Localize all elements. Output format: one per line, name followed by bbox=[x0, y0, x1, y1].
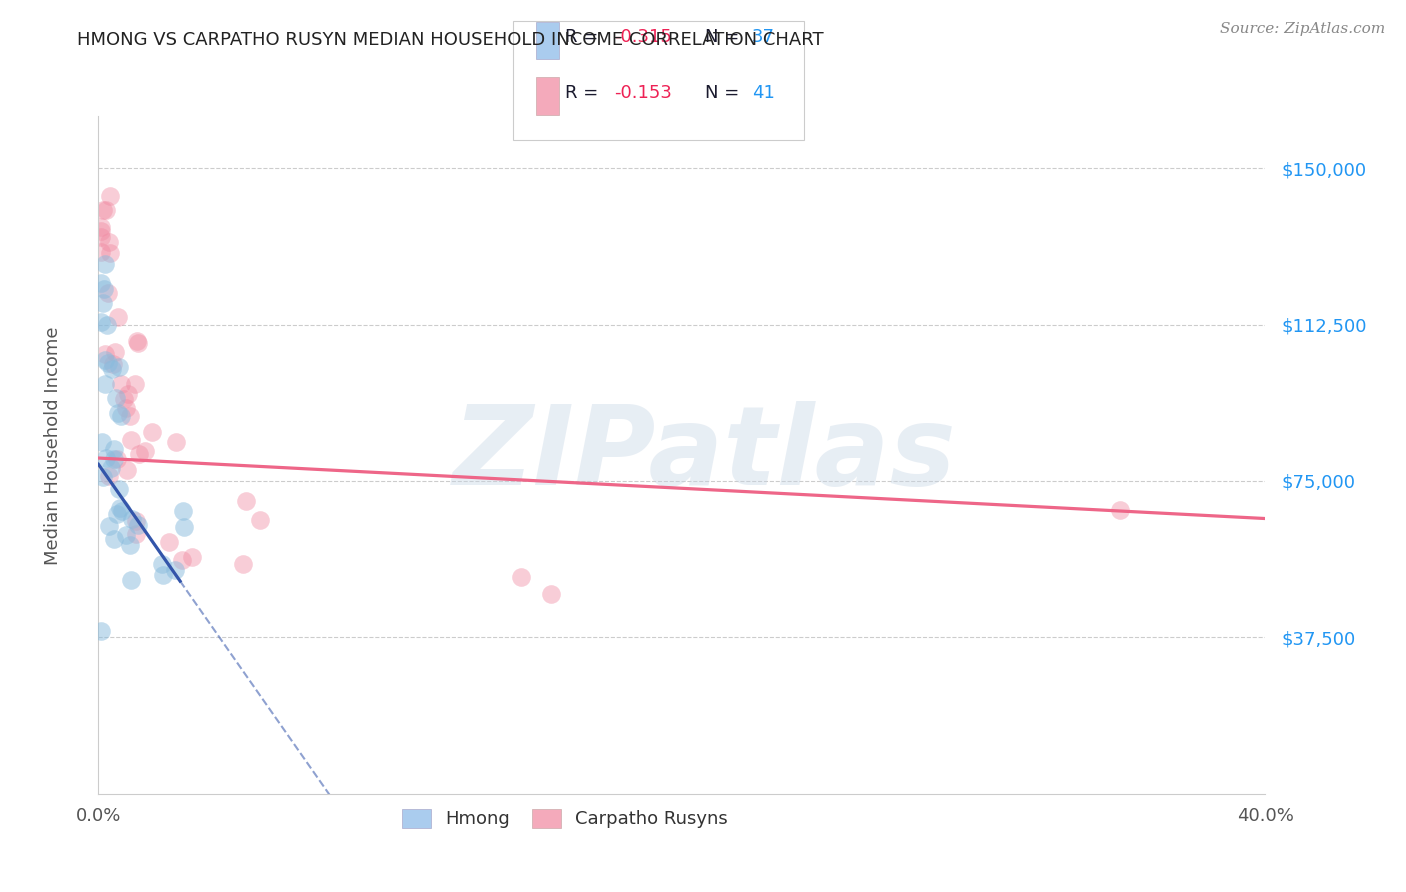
Point bbox=[165, 434, 187, 449]
Point bbox=[94, 352, 117, 367]
Point bbox=[235, 494, 257, 508]
Point bbox=[91, 469, 114, 483]
Point bbox=[110, 409, 132, 423]
Point bbox=[112, 392, 135, 406]
Point bbox=[94, 376, 117, 391]
Point bbox=[125, 526, 148, 541]
Point bbox=[105, 507, 128, 521]
Point bbox=[103, 533, 125, 547]
Point bbox=[103, 452, 125, 467]
Point bbox=[152, 567, 174, 582]
Point bbox=[115, 401, 138, 415]
Text: -0.153: -0.153 bbox=[614, 84, 672, 102]
Point bbox=[173, 520, 195, 534]
Point bbox=[115, 463, 138, 477]
Text: 41: 41 bbox=[752, 84, 775, 102]
Point bbox=[127, 518, 149, 533]
Point bbox=[98, 235, 121, 249]
Point bbox=[110, 377, 132, 392]
Point bbox=[540, 587, 562, 601]
Point bbox=[141, 425, 163, 439]
Text: R =: R = bbox=[565, 84, 605, 102]
Point bbox=[118, 409, 141, 423]
Point bbox=[90, 220, 112, 235]
Point bbox=[232, 557, 254, 571]
Point bbox=[181, 549, 204, 564]
Point bbox=[96, 318, 118, 332]
Point bbox=[107, 406, 129, 420]
Point bbox=[134, 443, 156, 458]
Point bbox=[94, 257, 117, 271]
FancyBboxPatch shape bbox=[536, 78, 560, 114]
Point bbox=[104, 344, 127, 359]
Point bbox=[114, 528, 136, 542]
Text: N =: N = bbox=[706, 29, 745, 46]
Text: Median Household Income: Median Household Income bbox=[45, 326, 62, 566]
Legend: Hmong, Carpatho Rusyns: Hmong, Carpatho Rusyns bbox=[395, 801, 735, 836]
Text: R =: R = bbox=[565, 29, 605, 46]
Point bbox=[120, 573, 142, 587]
Point bbox=[249, 513, 271, 527]
Point bbox=[93, 282, 115, 296]
Point bbox=[101, 362, 124, 376]
Text: -0.315: -0.315 bbox=[614, 29, 672, 46]
Text: 37: 37 bbox=[752, 29, 775, 46]
Point bbox=[97, 286, 120, 301]
Point bbox=[105, 452, 128, 467]
Point bbox=[100, 189, 122, 203]
Point bbox=[91, 202, 114, 217]
Point bbox=[97, 469, 120, 483]
Point bbox=[89, 230, 111, 244]
Point bbox=[150, 558, 173, 572]
Point bbox=[100, 460, 122, 475]
Point bbox=[93, 347, 115, 361]
Text: HMONG VS CARPATHO RUSYN MEDIAN HOUSEHOLD INCOME CORRELATION CHART: HMONG VS CARPATHO RUSYN MEDIAN HOUSEHOLD… bbox=[77, 31, 824, 49]
Point bbox=[96, 356, 118, 370]
Point bbox=[108, 360, 131, 375]
FancyBboxPatch shape bbox=[513, 21, 804, 140]
Point bbox=[108, 482, 131, 496]
Point bbox=[510, 570, 533, 584]
Text: N =: N = bbox=[706, 84, 745, 102]
Point bbox=[98, 518, 121, 533]
Point bbox=[94, 202, 117, 217]
Point bbox=[94, 450, 117, 465]
Point bbox=[172, 504, 194, 518]
Point bbox=[127, 334, 149, 348]
Point bbox=[128, 447, 150, 461]
Point bbox=[90, 277, 112, 291]
Point bbox=[127, 335, 149, 350]
Point bbox=[110, 500, 132, 515]
Point bbox=[124, 377, 146, 392]
Point bbox=[98, 246, 121, 260]
Point bbox=[111, 504, 134, 518]
Point bbox=[120, 434, 142, 448]
Point bbox=[90, 244, 112, 259]
Point bbox=[91, 296, 114, 310]
Point bbox=[90, 624, 112, 639]
Point bbox=[107, 310, 129, 324]
Text: ZIPatlas: ZIPatlas bbox=[453, 401, 957, 508]
Point bbox=[90, 315, 112, 329]
Point bbox=[120, 537, 142, 551]
Point bbox=[103, 442, 125, 456]
Point bbox=[172, 553, 194, 567]
FancyBboxPatch shape bbox=[536, 21, 560, 59]
Point bbox=[159, 534, 181, 549]
Point bbox=[121, 511, 143, 525]
Point bbox=[125, 514, 148, 528]
Point bbox=[90, 434, 112, 449]
Text: Source: ZipAtlas.com: Source: ZipAtlas.com bbox=[1219, 22, 1385, 37]
Point bbox=[117, 387, 139, 401]
Point bbox=[163, 563, 186, 577]
Point bbox=[104, 391, 127, 405]
Point bbox=[1108, 503, 1130, 517]
Point bbox=[90, 224, 112, 238]
Point bbox=[101, 357, 124, 371]
